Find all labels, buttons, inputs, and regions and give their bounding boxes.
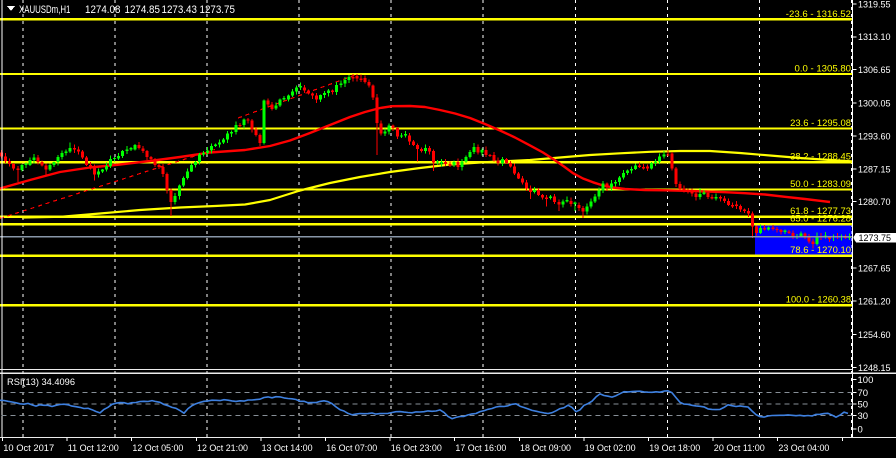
svg-text:1274.08: 1274.08 bbox=[85, 4, 120, 16]
svg-text:1267.65: 1267.65 bbox=[858, 264, 891, 275]
svg-text:50.0 - 1283.09: 50.0 - 1283.09 bbox=[790, 179, 851, 190]
svg-text:65.0 - 1276.28: 65.0 - 1276.28 bbox=[790, 214, 851, 225]
svg-text:18 Oct 09:00: 18 Oct 09:00 bbox=[520, 443, 571, 454]
svg-text:61.8 - 1277.73: 61.8 - 1277.73 bbox=[790, 206, 851, 217]
svg-text:1254.60: 1254.60 bbox=[858, 330, 891, 341]
svg-text:100.0 - 1260.38: 100.0 - 1260.38 bbox=[786, 295, 851, 306]
svg-text:1280.70: 1280.70 bbox=[858, 197, 891, 208]
svg-text:1273.75: 1273.75 bbox=[200, 4, 235, 16]
svg-text:78.6 - 1270.10: 78.6 - 1270.10 bbox=[790, 245, 851, 256]
svg-text:1287.15: 1287.15 bbox=[858, 164, 891, 175]
svg-text:16 Oct 23:00: 16 Oct 23:00 bbox=[391, 443, 442, 454]
svg-text:1319.55: 1319.55 bbox=[858, 0, 891, 10]
svg-text:1273.43: 1273.43 bbox=[162, 4, 197, 16]
svg-text:30: 30 bbox=[858, 411, 869, 422]
svg-text:1273.75: 1273.75 bbox=[859, 233, 892, 244]
svg-text:12 Oct 21:00: 12 Oct 21:00 bbox=[197, 443, 248, 454]
svg-text:XAUUSDm,H1: XAUUSDm,H1 bbox=[19, 4, 70, 16]
svg-text:1248.15: 1248.15 bbox=[858, 363, 891, 374]
svg-text:1293.60: 1293.60 bbox=[858, 132, 891, 143]
svg-text:23 Oct 04:00: 23 Oct 04:00 bbox=[778, 443, 829, 454]
svg-text:23.6 - 1295.08: 23.6 - 1295.08 bbox=[790, 118, 851, 129]
svg-text:1306.65: 1306.65 bbox=[858, 65, 891, 76]
svg-text:19 Oct 02:00: 19 Oct 02:00 bbox=[585, 443, 636, 454]
svg-text:-23.6 - 1316.52: -23.6 - 1316.52 bbox=[786, 9, 851, 20]
svg-text:16 Oct 07:00: 16 Oct 07:00 bbox=[326, 443, 377, 454]
svg-text:19 Oct 18:00: 19 Oct 18:00 bbox=[649, 443, 700, 454]
svg-text:20 Oct 11:00: 20 Oct 11:00 bbox=[714, 443, 765, 454]
svg-text:0: 0 bbox=[858, 424, 863, 435]
svg-text:1300.05: 1300.05 bbox=[858, 99, 891, 110]
svg-text:0.0 - 1305.80: 0.0 - 1305.80 bbox=[795, 63, 852, 74]
svg-text:1274.85: 1274.85 bbox=[125, 4, 160, 16]
svg-text:70: 70 bbox=[858, 388, 869, 399]
svg-text:100: 100 bbox=[858, 375, 874, 386]
svg-text:12 Oct 05:00: 12 Oct 05:00 bbox=[132, 443, 183, 454]
svg-text:17 Oct 16:00: 17 Oct 16:00 bbox=[455, 443, 506, 454]
svg-text:50: 50 bbox=[858, 399, 869, 410]
svg-text:11 Oct 12:00: 11 Oct 12:00 bbox=[68, 443, 119, 454]
svg-text:38.2 - 1288.45: 38.2 - 1288.45 bbox=[790, 152, 851, 163]
svg-text:13 Oct 14:00: 13 Oct 14:00 bbox=[262, 443, 313, 454]
svg-text:RSI(13) 34.4096: RSI(13) 34.4096 bbox=[7, 377, 75, 388]
svg-text:10 Oct 2017: 10 Oct 2017 bbox=[3, 443, 54, 454]
svg-text:1261.20: 1261.20 bbox=[858, 296, 891, 307]
svg-text:1313.10: 1313.10 bbox=[858, 32, 891, 43]
